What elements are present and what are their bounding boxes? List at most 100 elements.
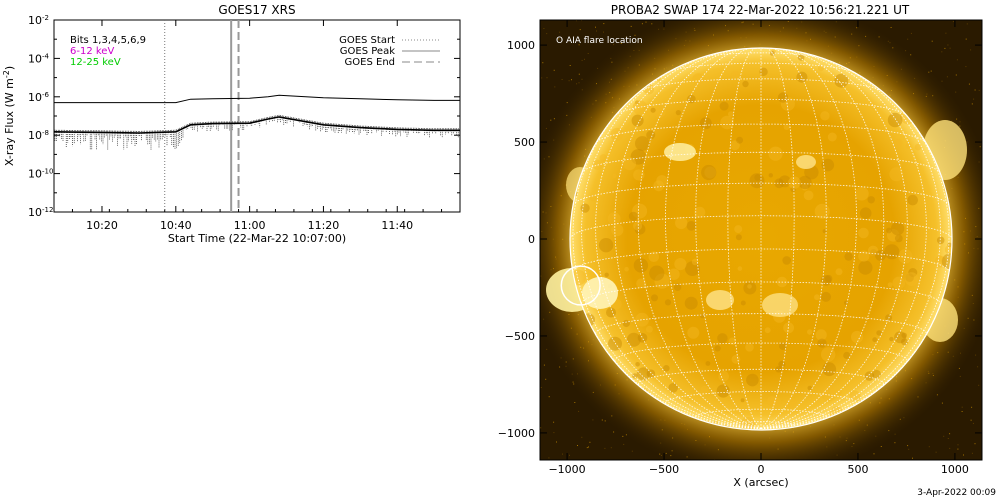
noise-speck xyxy=(651,23,653,25)
disk-texture-spot xyxy=(884,244,900,260)
noise-speck xyxy=(973,98,975,100)
disk-texture-spot xyxy=(778,360,786,368)
noise-speck xyxy=(908,448,910,450)
disk-texture-spot xyxy=(858,260,873,275)
noise-speck xyxy=(545,127,547,129)
disk-texture-spot xyxy=(754,174,761,181)
disk-texture-spot xyxy=(843,300,849,305)
y-tick-label-base: 10 xyxy=(28,206,42,219)
noise-speck xyxy=(553,69,555,71)
disk-texture-spot xyxy=(645,325,653,333)
y-tick-label-base: 10 xyxy=(28,129,42,142)
goes-annotation-12-25kev: 12-25 keV xyxy=(70,57,121,68)
disk-texture-spot xyxy=(731,354,741,364)
disk-texture-spot xyxy=(687,326,700,339)
noise-speck xyxy=(941,402,943,404)
x-tick-label: 11:40 xyxy=(381,219,413,232)
disk-texture-spot xyxy=(719,101,729,111)
disk-texture-spot xyxy=(637,333,648,343)
active-region-2 xyxy=(796,155,816,169)
disk-texture-spot xyxy=(653,105,666,118)
disk-texture-spot xyxy=(736,136,744,144)
active-region-1 xyxy=(664,143,696,161)
disk-texture-spot xyxy=(717,333,728,344)
swap-x-tick-label: 1000 xyxy=(941,463,969,476)
noise-speck xyxy=(588,446,589,448)
disk-texture-spot xyxy=(894,331,907,344)
disk-texture-spot xyxy=(779,342,787,350)
disk-texture-spot xyxy=(674,258,687,271)
legend-item-end: GOES End xyxy=(345,57,395,68)
disk-texture-spot xyxy=(646,130,656,140)
noise-speck xyxy=(620,42,622,44)
disk-texture-spot xyxy=(780,96,795,111)
disk-texture-spot xyxy=(886,227,892,234)
noise-speck xyxy=(548,457,550,459)
disk-texture-spot xyxy=(769,396,782,409)
disk-texture-spot xyxy=(788,176,801,189)
disk-texture-spot xyxy=(651,294,658,302)
disk-texture-spot xyxy=(890,221,905,236)
noise-speck xyxy=(543,28,545,29)
noise-speck xyxy=(587,53,589,54)
goes-series-group xyxy=(54,94,460,134)
noise-speck xyxy=(928,446,930,448)
disk-texture-spot xyxy=(887,282,893,288)
latitude-line xyxy=(581,281,941,304)
disk-texture-spot xyxy=(675,110,681,116)
disk-texture-spot xyxy=(630,149,647,165)
disk-texture-spot xyxy=(699,117,712,130)
noise-speck xyxy=(540,387,542,388)
swap-x-tick-label: 500 xyxy=(847,463,868,476)
solar-limb-outline xyxy=(569,47,953,431)
noise-speck xyxy=(955,74,957,76)
disk-texture-spot xyxy=(844,252,853,261)
longitude-line xyxy=(581,58,762,429)
disk-texture-spot xyxy=(611,223,624,237)
disk-texture-spot xyxy=(608,336,622,351)
y-tick-label: 10-12 xyxy=(28,206,53,219)
noise-speck xyxy=(970,419,972,421)
disk-texture-spot xyxy=(764,327,771,334)
disk-texture-spot xyxy=(742,80,749,88)
noise-speck xyxy=(971,406,973,408)
noise-speck xyxy=(541,77,543,79)
y-tick-label-exp: -4 xyxy=(42,52,50,60)
disk-texture-spot xyxy=(785,398,797,409)
noise-speck xyxy=(956,59,958,61)
disk-texture-spot xyxy=(623,157,637,171)
goes-y-axis-label: X-ray Flux (W m-2) xyxy=(2,66,17,166)
noise-speck xyxy=(610,447,612,449)
disk-texture-spot xyxy=(607,212,621,226)
disk-texture-spot xyxy=(664,299,672,306)
disk-texture-spot xyxy=(624,266,629,272)
swap-legend-flare-location: O AIA flare location xyxy=(556,36,643,46)
goes-y-axis-label-exp: -2 xyxy=(2,70,11,78)
goes-y-axis-label-close: ) xyxy=(3,66,16,70)
disk-texture-spot xyxy=(821,158,835,172)
noise-speck xyxy=(596,30,597,32)
y-tick-label: 10-8 xyxy=(28,129,49,142)
heliographic-grid xyxy=(570,48,952,429)
disk-texture-spot xyxy=(687,94,696,104)
y-tick-label-exp: -2 xyxy=(42,14,49,22)
x-tick-label: 11:20 xyxy=(308,219,340,232)
disk-texture-spot xyxy=(887,229,900,242)
disk-texture-spot xyxy=(821,291,831,302)
noise-speck xyxy=(578,73,580,75)
disk-texture-spot xyxy=(904,272,919,286)
disk-texture-spot xyxy=(768,173,773,178)
disk-texture-spot xyxy=(653,180,665,192)
noise-speck xyxy=(584,58,585,60)
y-tick-label-exp: -10 xyxy=(42,168,53,176)
noise-speck xyxy=(972,422,974,424)
swap-y-ticks: 1000 500 0 −500 −1000 xyxy=(498,39,982,440)
disk-texture-spot xyxy=(650,107,656,113)
goes-x-axis-label: Start Time (22-Mar-22 10:07:00) xyxy=(168,232,346,245)
disk-texture-spot xyxy=(635,136,650,151)
noise-speck xyxy=(568,80,570,82)
x-tick-label: 11:00 xyxy=(234,219,266,232)
disk-texture-spot xyxy=(858,227,869,239)
disk-texture-spot xyxy=(854,186,869,201)
